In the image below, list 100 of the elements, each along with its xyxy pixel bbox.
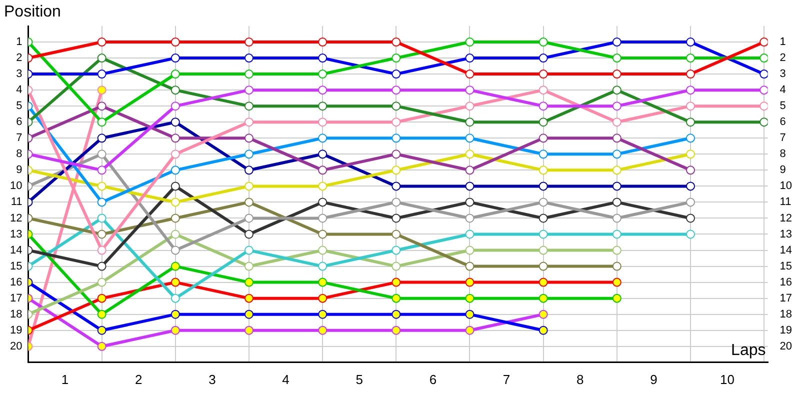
x-tick-label: 9 <box>650 372 658 387</box>
point <box>686 150 695 159</box>
point <box>392 166 401 175</box>
point <box>760 54 768 63</box>
y2-tick-label: 10 <box>780 180 792 192</box>
point <box>97 118 106 127</box>
y2-tick-label: 15 <box>780 260 792 272</box>
y-axis-title: Position <box>4 3 61 20</box>
y2-tick-label: 4 <box>780 84 786 96</box>
point <box>612 166 622 175</box>
point <box>760 102 768 111</box>
point <box>97 294 106 303</box>
y-tick-label: 17 <box>10 292 22 304</box>
point <box>392 86 401 95</box>
point <box>97 310 106 319</box>
point <box>318 246 328 255</box>
y-tick-label: 10 <box>10 180 22 192</box>
x-tick-label: 4 <box>282 372 290 387</box>
x-axis-title: Laps <box>731 342 766 359</box>
point <box>686 182 695 191</box>
point <box>318 134 328 143</box>
point <box>686 230 695 239</box>
point <box>392 150 401 159</box>
point <box>686 134 695 143</box>
point <box>465 118 474 127</box>
point <box>244 118 254 127</box>
point <box>465 134 474 143</box>
y2-tick-label: 13 <box>780 228 792 240</box>
y-tick-label: 3 <box>16 68 22 80</box>
point <box>244 262 254 271</box>
point <box>538 198 548 207</box>
point <box>612 262 622 271</box>
point <box>760 86 768 95</box>
point <box>318 310 328 319</box>
point <box>465 38 474 47</box>
point <box>538 134 548 143</box>
point <box>318 118 328 127</box>
point <box>612 134 622 143</box>
y-tick-label: 12 <box>10 212 22 224</box>
point <box>612 278 622 287</box>
point <box>686 198 695 207</box>
point <box>465 198 474 207</box>
point <box>465 102 474 111</box>
point <box>465 86 474 95</box>
point <box>538 294 548 303</box>
point <box>318 198 328 207</box>
point <box>318 326 328 335</box>
point <box>538 86 548 95</box>
y-tick-label: 1 <box>16 36 22 48</box>
point <box>686 54 695 63</box>
point <box>538 310 548 319</box>
x-tick-label: 1 <box>61 372 69 387</box>
point <box>392 70 401 79</box>
point <box>686 38 695 47</box>
point <box>170 182 180 191</box>
point <box>538 166 548 175</box>
point <box>170 214 180 223</box>
point <box>612 54 622 63</box>
point <box>97 326 106 335</box>
point <box>97 54 106 63</box>
point <box>538 54 548 63</box>
y2-tick-label: 12 <box>780 212 792 224</box>
point <box>392 182 401 191</box>
point <box>244 54 254 63</box>
point <box>318 166 328 175</box>
point <box>392 278 401 287</box>
point <box>538 326 548 335</box>
point <box>244 134 254 143</box>
point <box>686 166 695 175</box>
y2-tick-label: 17 <box>780 292 792 304</box>
y2-tick-label: 20 <box>780 340 792 352</box>
point <box>97 278 106 287</box>
y2-tick-label: 3 <box>780 68 786 80</box>
y2-tick-label: 16 <box>780 276 792 288</box>
point <box>318 86 328 95</box>
point <box>170 150 180 159</box>
y-tick-label: 6 <box>16 116 22 128</box>
point <box>538 246 548 255</box>
point <box>97 166 106 175</box>
point <box>170 310 180 319</box>
point <box>170 230 180 239</box>
point <box>612 198 622 207</box>
point <box>612 246 622 255</box>
point <box>318 150 328 159</box>
point <box>392 54 401 63</box>
point <box>97 182 106 191</box>
y-tick-label: 7 <box>16 132 22 144</box>
y-tick-label: 19 <box>10 324 22 336</box>
point <box>465 278 474 287</box>
point <box>465 294 474 303</box>
point <box>244 102 254 111</box>
y2-tick-label: 1 <box>780 36 786 48</box>
point <box>318 38 328 47</box>
y-tick-label: 11 <box>10 196 22 208</box>
point <box>392 262 401 271</box>
point <box>686 86 695 95</box>
point <box>538 278 548 287</box>
point <box>392 134 401 143</box>
point <box>538 70 548 79</box>
point <box>612 86 622 95</box>
